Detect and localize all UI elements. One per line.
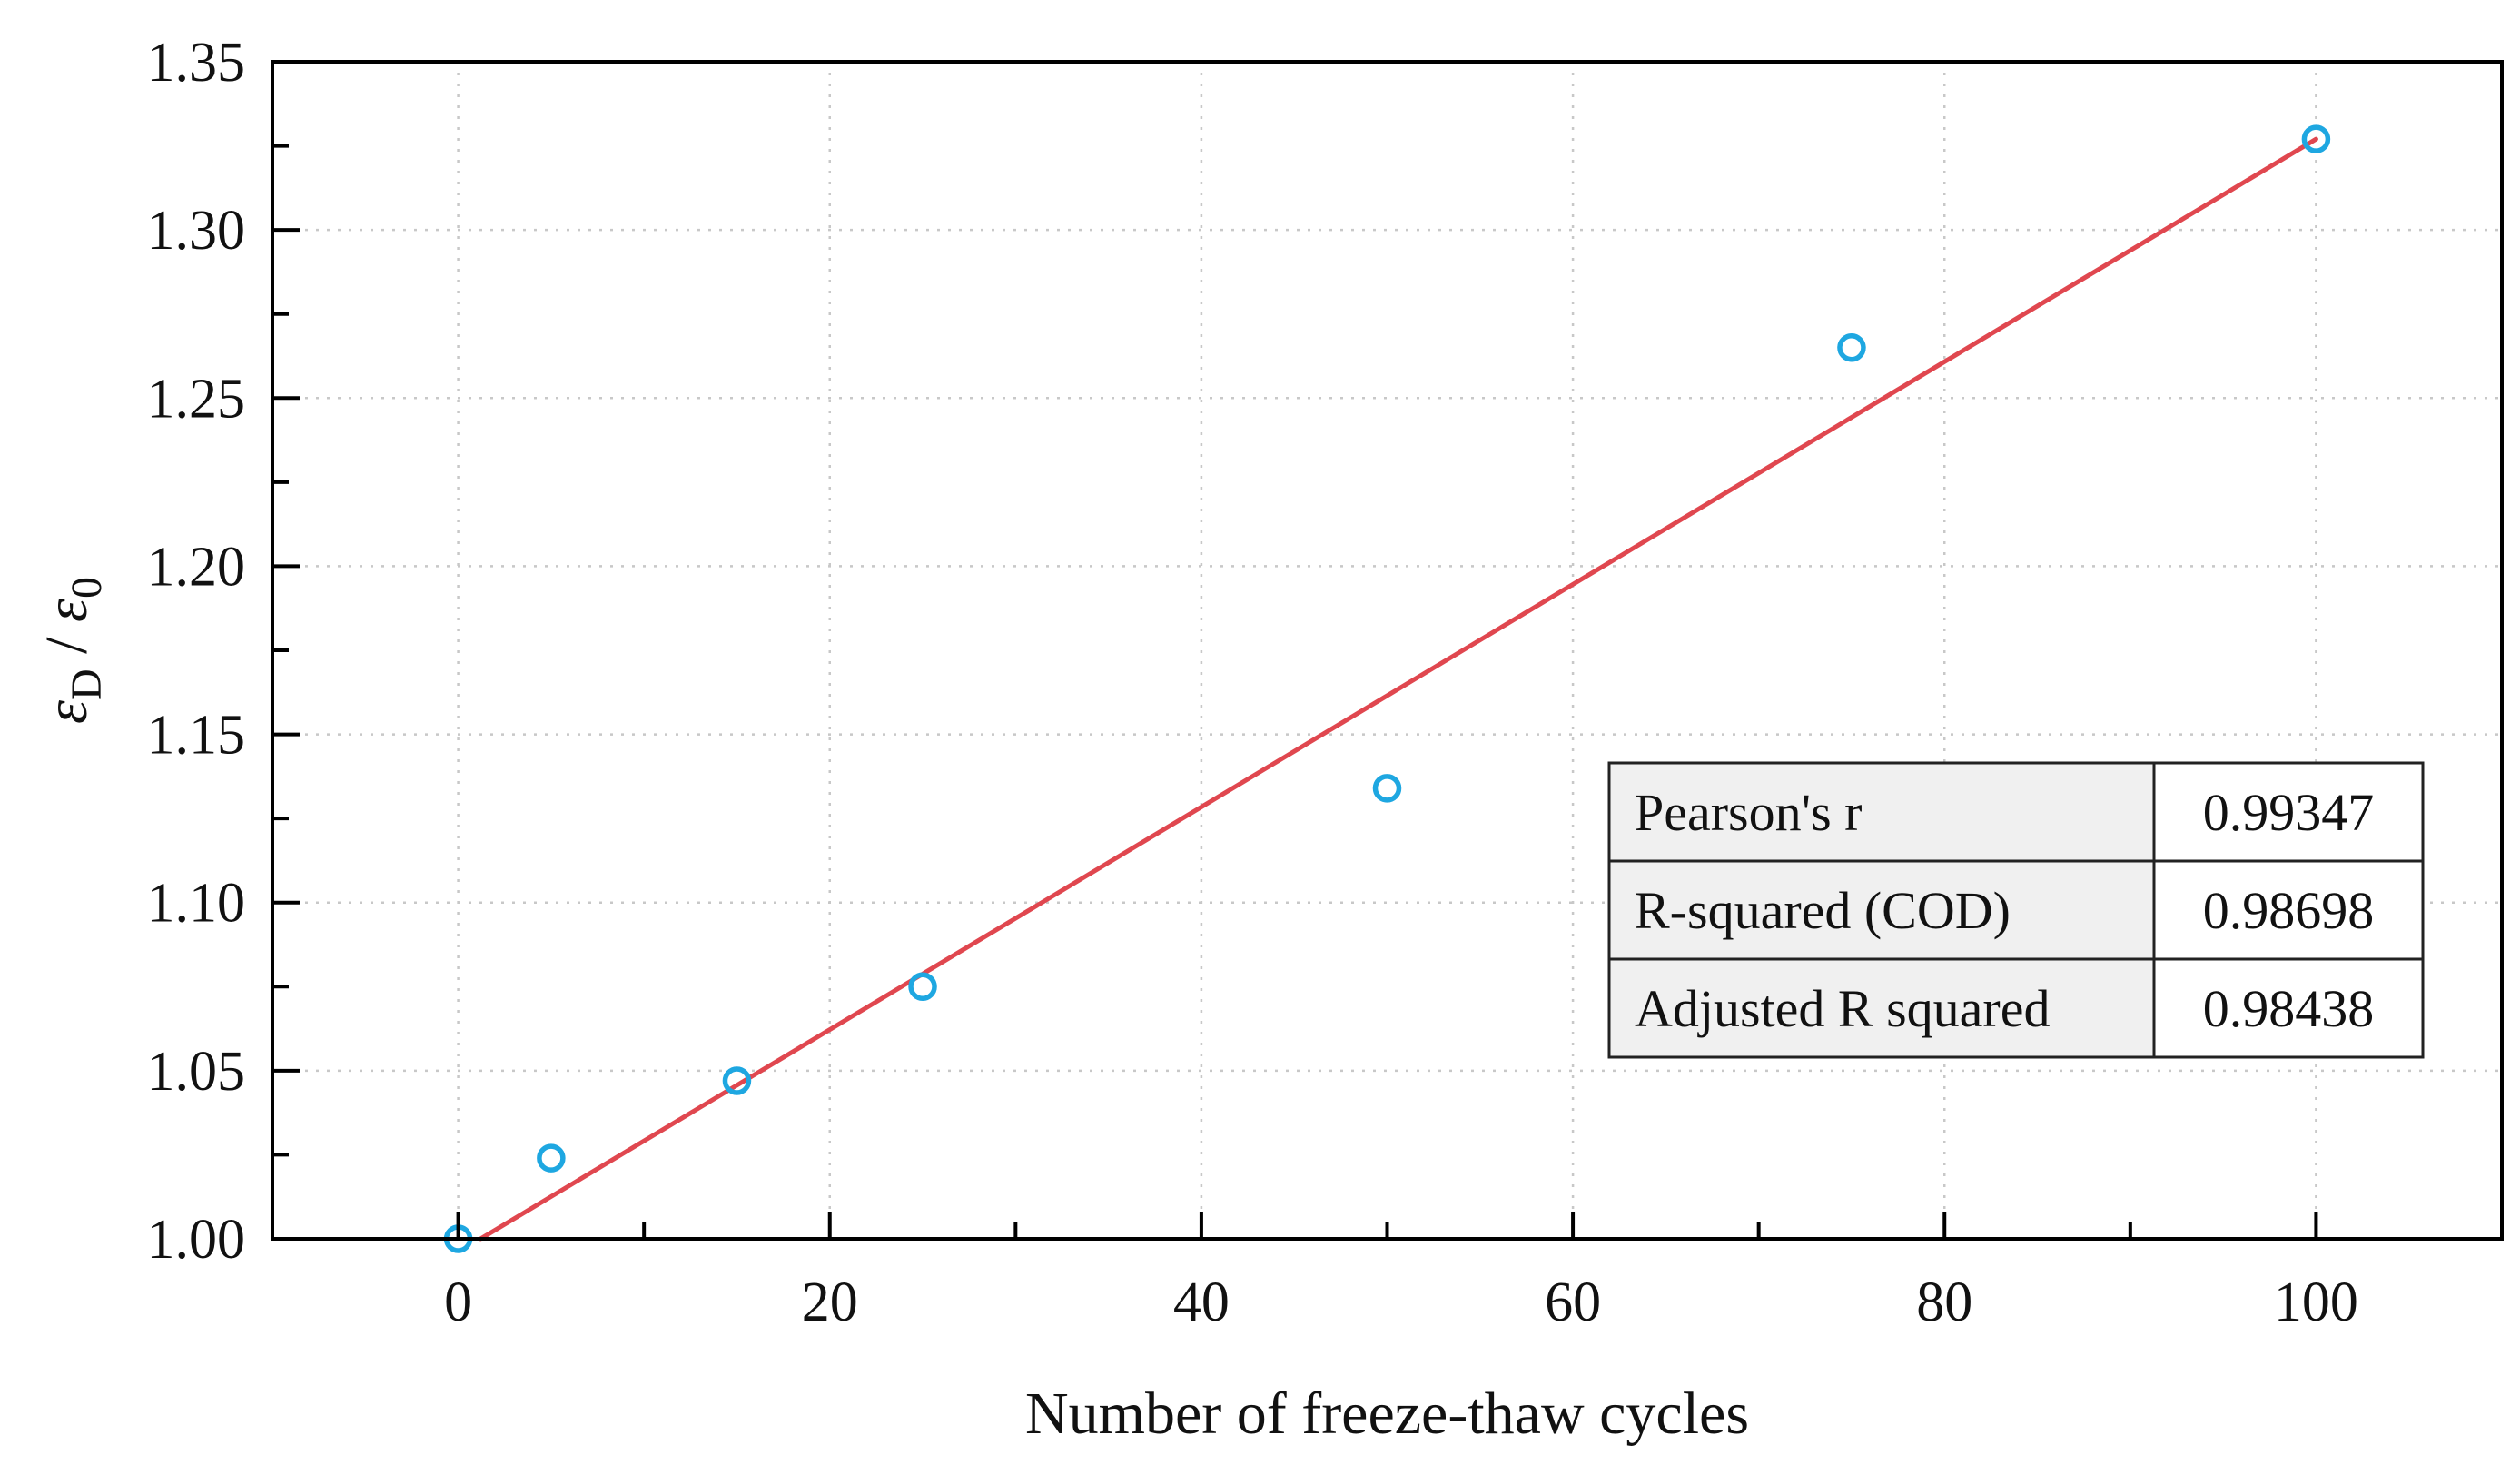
x-tick-label-1: 20 [802,1272,858,1333]
svg-text:εD / ε0: εD / ε0 [34,577,111,724]
y-tick-label-3: 1.15 [147,705,246,767]
stats-row-0-value: 0.99347 [2203,783,2375,842]
y-tick-label-7: 1.35 [147,32,246,94]
data-point-5 [1837,332,1866,362]
y-tick-label-2: 1.10 [147,873,246,935]
y-label-slash: / [34,622,100,668]
x-tick-label-2: 40 [1173,1272,1230,1333]
fit-line-layer [478,136,2318,1242]
stats-row-0-value-cell [2152,761,2425,863]
y-tick-label-1: 1.05 [147,1041,246,1103]
stats-row-1-value-cell [2152,859,2425,961]
data-point-4 [1372,774,1402,803]
axis-ticks [272,60,2318,1241]
stats-row-1-label-cell [1607,859,2156,961]
x-tick-label-4: 80 [1916,1272,1972,1333]
y-label-subscript-d: D [63,668,111,700]
y-tick-label-6: 1.30 [147,200,246,262]
plot-frame [271,60,2504,1241]
y-tick-label-5: 1.25 [147,368,246,430]
x-tick-label-0: 0 [444,1272,472,1333]
data-point-1 [537,1143,566,1173]
data-points-layer [443,124,2331,1253]
stats-row-2-label: Adjusted R squared [1635,979,2051,1038]
axis-tick-labels: 0 20 40 60 80 100 1.00 1.05 1.10 1.15 1.20 1.25 1.30… [147,32,2358,1333]
data-point-3 [908,972,937,1002]
y-label-epsilon-0: ε [34,599,100,622]
stats-row-1-value: 0.98698 [2203,881,2375,940]
stats-row-0-label: Pearson's r [1635,783,1862,842]
x-axis-title: Number of freeze-thaw cycles [1025,1381,1749,1447]
y-label-subscript-0: 0 [63,577,111,599]
fit-line [478,136,2318,1242]
stats-row-0-label-cell [1607,761,2156,863]
y-label-epsilon-d: ε [34,700,100,724]
y-axis-title: εD / ε0 [34,577,111,724]
stats-row-2-value: 0.98438 [2203,979,2375,1038]
stats-row-2-label-cell [1607,957,2156,1059]
grid-lines [272,62,2502,1239]
stats-row-2-value-cell [2152,957,2425,1059]
x-tick-label-5: 100 [2274,1272,2358,1333]
stats-row-1-label: R-squared (COD) [1635,881,2011,940]
data-point-2 [722,1066,752,1095]
stats-table: Pearson's r 0.99347 R-squared (COD) 0.98698… [1607,761,2425,1059]
y-tick-label-4: 1.20 [147,536,246,598]
x-tick-label-3: 60 [1545,1272,1601,1333]
data-point-6 [2301,124,2331,153]
y-tick-label-0: 1.00 [147,1209,246,1271]
